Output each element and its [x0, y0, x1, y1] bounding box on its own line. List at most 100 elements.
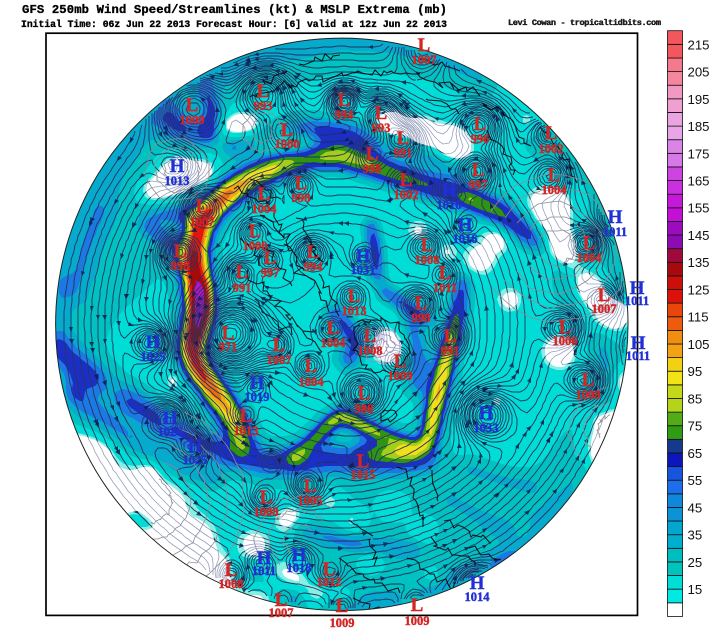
- svg-text:205: 205: [688, 65, 710, 80]
- svg-text:994: 994: [304, 260, 324, 274]
- svg-text:25: 25: [688, 555, 703, 570]
- svg-text:L: L: [559, 317, 572, 338]
- svg-text:1000: 1000: [275, 137, 300, 151]
- svg-text:L: L: [240, 406, 253, 427]
- svg-text:L: L: [174, 241, 187, 262]
- svg-text:L: L: [545, 123, 558, 144]
- svg-text:1002: 1002: [539, 142, 564, 156]
- svg-text:L: L: [273, 335, 286, 356]
- svg-text:L: L: [305, 356, 318, 377]
- svg-text:1033: 1033: [474, 421, 499, 435]
- svg-text:75: 75: [688, 419, 703, 434]
- svg-text:1009: 1009: [330, 616, 355, 630]
- svg-text:1013: 1013: [165, 174, 190, 188]
- svg-text:L: L: [307, 242, 320, 263]
- svg-text:Levi Cowan - tropicaltidbits.c: Levi Cowan - tropicaltidbits.com: [508, 18, 661, 28]
- svg-text:1002: 1002: [394, 188, 419, 202]
- svg-text:H: H: [257, 548, 272, 569]
- svg-text:1011: 1011: [625, 294, 649, 308]
- svg-text:991: 991: [394, 146, 413, 160]
- svg-text:L: L: [400, 170, 413, 191]
- svg-text:L: L: [583, 233, 596, 254]
- svg-text:L: L: [358, 383, 371, 404]
- svg-text:H: H: [631, 333, 646, 354]
- svg-text:1008: 1008: [415, 253, 440, 267]
- svg-text:215: 215: [688, 37, 710, 52]
- svg-text:1008: 1008: [219, 577, 244, 591]
- svg-text:993: 993: [254, 99, 273, 113]
- svg-text:1025: 1025: [183, 453, 208, 467]
- svg-text:L: L: [304, 476, 317, 497]
- svg-text:135: 135: [688, 255, 710, 270]
- svg-text:1007: 1007: [592, 302, 617, 316]
- svg-text:998: 998: [363, 162, 382, 176]
- svg-text:65: 65: [688, 446, 703, 461]
- svg-text:85: 85: [688, 391, 703, 406]
- svg-text:115: 115: [688, 310, 709, 325]
- svg-text:994: 994: [335, 108, 355, 122]
- svg-text:1006: 1006: [553, 334, 578, 348]
- svg-text:H: H: [292, 545, 307, 566]
- svg-text:1013: 1013: [342, 304, 367, 318]
- svg-text:L: L: [264, 248, 277, 269]
- svg-text:L: L: [249, 221, 262, 242]
- svg-text:L: L: [397, 128, 410, 149]
- svg-text:L: L: [348, 286, 361, 307]
- svg-text:175: 175: [688, 146, 710, 161]
- svg-text:1007: 1007: [267, 353, 292, 367]
- svg-text:1011: 1011: [626, 349, 650, 363]
- svg-text:L: L: [394, 351, 407, 372]
- svg-text:15: 15: [688, 582, 703, 597]
- svg-text:1000: 1000: [243, 239, 268, 253]
- svg-text:145: 145: [688, 228, 710, 243]
- svg-text:165: 165: [688, 174, 710, 189]
- svg-text:H: H: [458, 215, 473, 236]
- svg-text:1008: 1008: [254, 505, 279, 519]
- svg-text:35: 35: [688, 528, 703, 543]
- svg-text:1007: 1007: [412, 53, 437, 67]
- svg-text:1014: 1014: [465, 590, 491, 604]
- svg-text:L: L: [548, 165, 561, 186]
- svg-text:1007: 1007: [269, 606, 294, 620]
- svg-text:155: 155: [688, 201, 710, 216]
- svg-text:55: 55: [688, 473, 703, 488]
- svg-text:1016: 1016: [453, 232, 478, 246]
- svg-text:1013: 1013: [234, 424, 259, 438]
- svg-text:Initial Time: 06z Jun 22 2013: Initial Time: 06z Jun 22 2013 Forecast H…: [21, 19, 447, 30]
- svg-text:997: 997: [261, 266, 280, 280]
- svg-text:997: 997: [469, 178, 488, 192]
- svg-text:971: 971: [219, 340, 238, 354]
- svg-text:988: 988: [355, 402, 374, 416]
- svg-text:L: L: [421, 235, 434, 256]
- svg-text:L: L: [336, 596, 349, 617]
- svg-text:L: L: [260, 487, 273, 508]
- svg-text:L: L: [236, 262, 249, 283]
- svg-text:1004: 1004: [252, 202, 278, 216]
- svg-text:991: 991: [441, 344, 460, 358]
- svg-text:1004: 1004: [299, 375, 325, 389]
- svg-text:L: L: [281, 120, 294, 141]
- svg-text:L: L: [474, 114, 487, 135]
- svg-text:998: 998: [412, 311, 431, 325]
- svg-text:L: L: [338, 90, 351, 111]
- svg-text:1009: 1009: [388, 369, 413, 383]
- svg-text:H: H: [608, 207, 623, 228]
- svg-text:L: L: [196, 196, 209, 217]
- svg-text:L: L: [357, 451, 370, 472]
- svg-text:L: L: [366, 144, 379, 165]
- svg-text:1007: 1007: [190, 215, 215, 229]
- svg-text:L: L: [323, 559, 336, 580]
- svg-text:L: L: [364, 326, 377, 347]
- svg-text:H: H: [170, 156, 185, 177]
- svg-text:1004: 1004: [321, 336, 347, 350]
- svg-text:L: L: [258, 184, 271, 205]
- svg-text:L: L: [222, 323, 235, 344]
- svg-text:125: 125: [688, 283, 710, 298]
- svg-text:H: H: [479, 403, 494, 424]
- svg-text:L: L: [275, 590, 288, 611]
- svg-text:45: 45: [688, 500, 703, 515]
- svg-text:991: 991: [233, 281, 252, 295]
- svg-text:1005: 1005: [298, 494, 323, 508]
- svg-text:1009: 1009: [180, 113, 205, 127]
- svg-text:1031: 1031: [351, 263, 376, 277]
